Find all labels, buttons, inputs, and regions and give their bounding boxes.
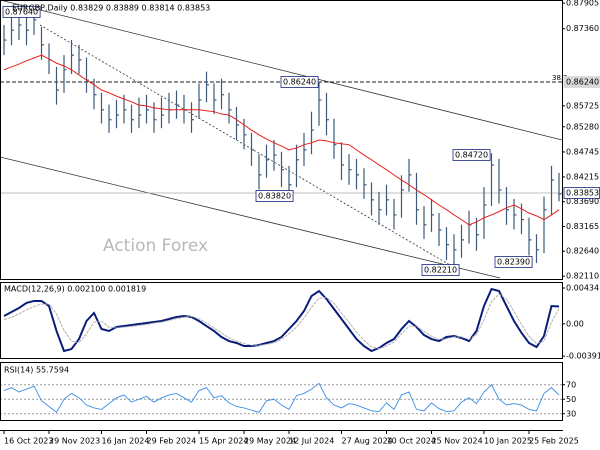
annotation: 0.82390 xyxy=(497,258,530,267)
annotation: 0.82210 xyxy=(424,266,457,275)
moving-average xyxy=(3,54,560,226)
y-tick-label: 0.87360 xyxy=(566,24,599,33)
annotation: 0.86240 xyxy=(566,78,599,87)
rsi-line xyxy=(3,382,560,413)
annotation-box xyxy=(2,6,41,18)
trend-line xyxy=(39,24,456,269)
x-tick-label: 16 Oct 2023 xyxy=(4,437,53,446)
macd-frame xyxy=(0,282,563,359)
x-tick-label: 25 Feb 2025 xyxy=(529,437,579,446)
annotation: 0.83853 xyxy=(566,189,599,198)
y-tick-label: 0.84745 xyxy=(566,147,599,156)
y-tick-label: 0.83690 xyxy=(566,197,599,206)
annotation-box xyxy=(255,190,294,202)
x-tick-label: 15 Apr 2024 xyxy=(199,437,248,446)
rsi-title: RSI(14) 55.7594 xyxy=(4,366,69,375)
annotation: 0.86240 xyxy=(283,78,316,87)
annotation-box xyxy=(421,264,460,276)
y-tick-label: 0.82640 xyxy=(566,247,599,256)
y-tick-label: 0.83165 xyxy=(566,222,599,231)
y-tick-label: 0.82110 xyxy=(566,272,599,281)
x-tick-label: 29 Feb 2024 xyxy=(147,437,197,446)
x-tick-label: 10 Jan 2025 xyxy=(484,437,532,446)
annotation-box xyxy=(452,149,491,161)
y-tick-label: 0.84215 xyxy=(566,172,599,181)
x-tick-label: 25 Nov 2024 xyxy=(432,437,483,446)
y-tick-label: 0.87905 xyxy=(566,0,599,8)
x-tick-label: 12 Jul 2024 xyxy=(289,437,334,446)
x-tick-label: 16 Jan 2024 xyxy=(102,437,150,446)
y-tick-label: 70 xyxy=(566,380,576,389)
annotation: 38.2 xyxy=(552,74,568,82)
annotation: 0.83820 xyxy=(258,192,291,201)
y-tick-label: 0.85280 xyxy=(566,122,599,131)
x-tick-label: 29 May 2024 xyxy=(244,437,296,446)
macd-title: MACD(12,26,9) 0.002100 0.001819 xyxy=(4,285,146,294)
macd-line xyxy=(3,287,560,353)
annotation: 0.87640 xyxy=(5,8,38,17)
y-tick-label: 0.004341 xyxy=(566,284,600,293)
channel-upper xyxy=(0,0,563,141)
x-tick-label: 10 Oct 2024 xyxy=(387,437,436,446)
watermark: Action Forex xyxy=(103,236,208,256)
y-tick-label: -0.003916 xyxy=(566,352,600,361)
annotation: 0.84720 xyxy=(455,151,488,160)
x-tick-label: 27 Aug 2024 xyxy=(342,437,393,446)
x-tick-label: 29 Nov 2023 xyxy=(49,437,100,446)
y-tick-label: 50 xyxy=(566,395,576,404)
price-frame xyxy=(0,0,563,280)
chart-title: EURGBP,Daily 0.83829 0.83889 0.83814 0.8… xyxy=(12,4,210,13)
y-tick-label: 30 xyxy=(566,409,576,418)
y-tick-label: 0.00 xyxy=(566,319,584,328)
annotation-box xyxy=(494,256,533,268)
signal-line xyxy=(3,293,560,349)
channel-lower xyxy=(0,156,501,279)
rsi-frame xyxy=(0,362,563,421)
annotation-box xyxy=(280,76,319,88)
y-tick-label: 0.85725 xyxy=(566,101,599,110)
